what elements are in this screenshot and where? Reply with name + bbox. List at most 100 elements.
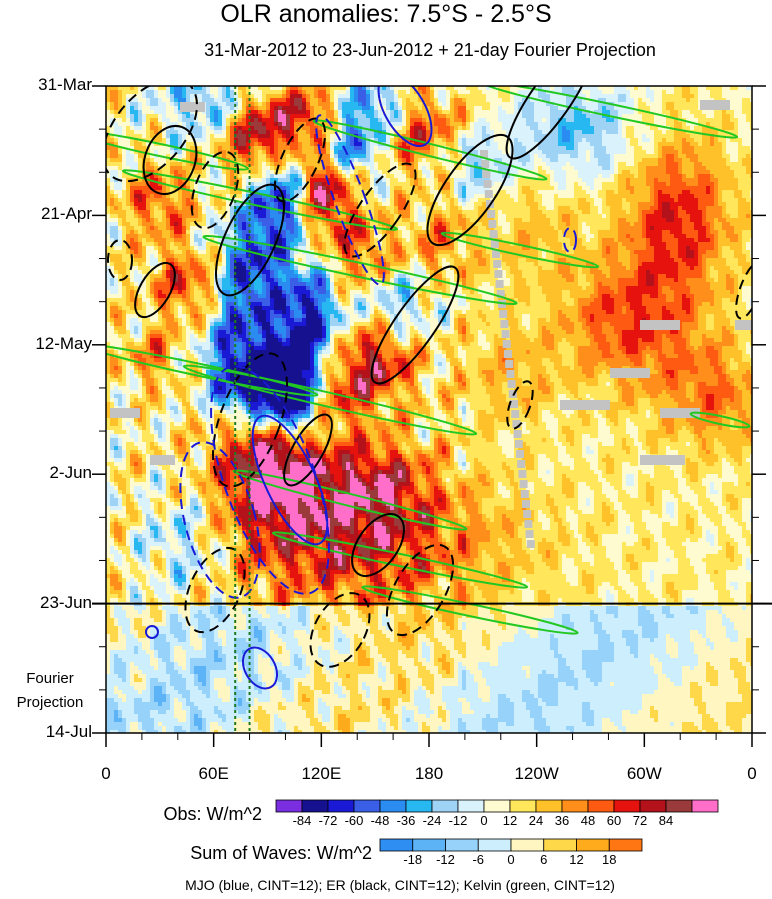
field-cell [642, 150, 647, 155]
field-cell [406, 174, 411, 179]
field-cell [306, 158, 311, 163]
field-cell [558, 206, 563, 211]
field-cell [546, 118, 551, 123]
field-cell [346, 198, 351, 203]
field-cell [614, 186, 619, 191]
field-cell [322, 98, 327, 103]
field-cell [114, 150, 119, 155]
field-cell [462, 110, 467, 115]
field-cell [678, 150, 683, 155]
field-cell [266, 166, 271, 171]
field-cell [354, 170, 359, 175]
field-cell [522, 122, 527, 127]
field-cell [654, 106, 659, 111]
field-cell [474, 114, 479, 119]
field-cell [126, 194, 131, 199]
field-cell [138, 134, 143, 139]
field-cell [738, 202, 743, 207]
field-cell [674, 158, 679, 163]
field-cell [310, 130, 315, 135]
field-cell [662, 186, 667, 191]
field-cell [550, 98, 555, 103]
field-cell [466, 198, 471, 203]
field-cell [470, 106, 475, 111]
field-cell [178, 198, 183, 203]
field-cell [466, 126, 471, 131]
field-cell [502, 202, 507, 207]
field-cell [130, 162, 135, 167]
field-cell [290, 106, 295, 111]
field-cell [446, 142, 451, 147]
field-cell [110, 150, 115, 155]
field-cell [382, 166, 387, 171]
field-cell [186, 166, 191, 171]
field-cell [318, 134, 323, 139]
field-cell [218, 202, 223, 207]
field-cell [714, 198, 719, 203]
field-cell [642, 198, 647, 203]
field-cell [738, 158, 743, 163]
field-cell [522, 190, 527, 195]
field-cell [610, 94, 615, 99]
field-cell [470, 178, 475, 183]
field-cell [310, 138, 315, 143]
field-cell [562, 150, 567, 155]
field-cell [682, 146, 687, 151]
field-cell [350, 94, 355, 99]
field-cell [634, 162, 639, 167]
field-cell [674, 122, 679, 127]
field-cell [286, 202, 291, 207]
field-cell [458, 90, 463, 95]
field-cell [446, 198, 451, 203]
field-cell [218, 90, 223, 95]
field-cell [274, 102, 279, 107]
field-cell [634, 182, 639, 187]
field-cell [450, 190, 455, 195]
field-cell [610, 98, 615, 103]
field-cell [598, 134, 603, 139]
field-cell [542, 94, 547, 99]
field-cell [490, 126, 495, 131]
field-cell [522, 146, 527, 151]
field-cell [354, 182, 359, 187]
field-cell [342, 102, 347, 107]
field-cell [282, 138, 287, 143]
field-cell [722, 90, 727, 95]
field-cell [390, 90, 395, 95]
field-cell [610, 170, 615, 175]
field-cell [366, 122, 371, 127]
field-cell [594, 198, 599, 203]
field-cell [130, 186, 135, 191]
field-cell [602, 126, 607, 131]
field-cell [262, 106, 267, 111]
field-cell [254, 154, 259, 159]
field-cell [654, 154, 659, 159]
field-cell [402, 182, 407, 187]
field-cell [526, 158, 531, 163]
field-cell [706, 114, 711, 119]
field-cell [290, 130, 295, 135]
field-cell [646, 150, 651, 155]
field-cell [542, 182, 547, 187]
field-cell [454, 102, 459, 107]
field-cell [726, 166, 731, 171]
field-cell [554, 206, 559, 211]
field-cell [494, 114, 499, 119]
field-cell [170, 98, 175, 103]
field-cell [266, 198, 271, 203]
field-cell [370, 98, 375, 103]
field-cell [678, 110, 683, 115]
field-cell [578, 122, 583, 127]
field-cell [374, 110, 379, 115]
field-cell [698, 158, 703, 163]
field-cell [338, 198, 343, 203]
field-cell [238, 118, 243, 123]
field-cell [610, 138, 615, 143]
field-cell [294, 186, 299, 191]
field-cell [614, 158, 619, 163]
field-cell [370, 106, 375, 111]
field-cell [422, 170, 427, 175]
field-cell [138, 162, 143, 167]
field-cell [254, 122, 259, 127]
field-cell [626, 146, 631, 151]
